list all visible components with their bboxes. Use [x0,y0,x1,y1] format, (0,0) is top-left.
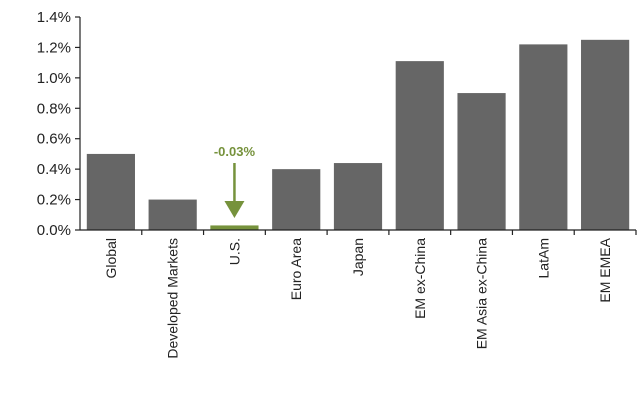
x-tick-label: EM EMEA [597,237,613,302]
y-tick-label: 0.6% [37,131,71,148]
down-arrow-icon [224,201,245,218]
bar-u-s- [210,225,259,230]
y-tick-label: 1.2% [37,39,71,56]
x-tick-label: EM ex-China [412,238,428,319]
x-tick-label: Global [103,238,119,278]
x-tick-label: EM Asia ex-China [474,238,490,349]
y-tick-label: 0.2% [37,192,71,209]
bar-euro-area [272,169,321,230]
bars [86,39,630,231]
y-axis: 0.0% 0.2% 0.4% 0.6% 0.8% 1.0% 1.2% 1.4% [37,9,81,239]
bar-developed-markets [148,199,197,230]
x-tick-label: Developed Markets [165,238,181,359]
annotation: -0.03% [214,144,256,218]
bar-em-ex-china [395,61,444,230]
y-tick-label: 1.0% [37,70,71,87]
x-tick-label: Euro Area [288,238,304,300]
y-tick-label: 1.4% [37,9,71,26]
x-axis: Global Developed Markets U.S. Euro Area Japa… [80,229,637,359]
y-tick-label: 0.8% [37,100,71,117]
x-tick-label: U.S. [226,238,242,265]
annotation-label: -0.03% [214,144,256,159]
bar-global [86,153,135,230]
bar-latam [519,44,568,231]
bar-em-emea [581,39,630,231]
x-tick-label: Japan [350,238,366,276]
bar-em-asia-ex-china [457,93,506,230]
x-tick-label: LatAm [535,238,551,278]
bar-japan [333,163,383,230]
y-tick-label: 0.0% [37,222,71,239]
y-tick-label: 0.4% [37,161,71,178]
